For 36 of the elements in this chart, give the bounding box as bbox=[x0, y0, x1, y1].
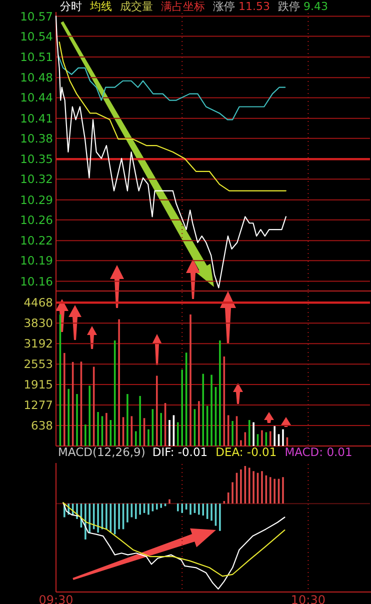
y-tick-label: 10.26 bbox=[20, 212, 53, 227]
y-tick-label: 10.32 bbox=[20, 172, 53, 186]
y-tick-label: 2553 bbox=[24, 357, 53, 372]
y-tick-label: 1277 bbox=[24, 398, 53, 412]
line-series bbox=[55, 16, 286, 288]
y-tick-label: 638 bbox=[31, 418, 53, 433]
text: 跌停 9.43 bbox=[278, 0, 328, 13]
y-tick-label: 4468 bbox=[24, 296, 53, 310]
y-tick-label: 1915 bbox=[24, 378, 53, 392]
y-tick-label: 10.35 bbox=[20, 152, 53, 166]
y-tick-label: 10.19 bbox=[20, 254, 53, 268]
x-tick-label: 10:30 bbox=[290, 593, 326, 604]
line-series bbox=[58, 54, 286, 120]
chart-title: MACD(12,26,9) bbox=[58, 445, 146, 459]
line-series bbox=[58, 42, 286, 192]
x-tick-label: 09:30 bbox=[38, 593, 74, 604]
text: 涨停 11.53 bbox=[213, 0, 270, 13]
y-tick-label: 10.54 bbox=[20, 29, 53, 44]
y-tick-label: 10.44 bbox=[20, 90, 53, 105]
y-tick-label: 10.16 bbox=[20, 274, 53, 288]
text: DEA: -0.01 bbox=[216, 445, 277, 459]
series-label: 分时 bbox=[60, 0, 82, 13]
y-tick-label: 10.22 bbox=[20, 234, 53, 248]
y-tick-label: 10.48 bbox=[20, 70, 53, 85]
y-tick-label: 10.57 bbox=[20, 9, 53, 24]
text: 满占坐标 bbox=[161, 0, 205, 13]
y-tick-label: 3192 bbox=[24, 336, 53, 351]
y-tick-label: 10.29 bbox=[20, 192, 53, 207]
series-label: MACD: 0.01 bbox=[284, 445, 352, 459]
y-tick-label: 10.38 bbox=[20, 131, 53, 146]
y-tick-label: 10.51 bbox=[20, 50, 53, 64]
y-tick-label: 10.41 bbox=[20, 111, 53, 126]
y-tick-label: 3830 bbox=[24, 316, 53, 330]
text: 成交量 bbox=[120, 0, 153, 13]
text: 均线 bbox=[89, 0, 112, 13]
text: DIF: -0.01 bbox=[152, 445, 208, 459]
